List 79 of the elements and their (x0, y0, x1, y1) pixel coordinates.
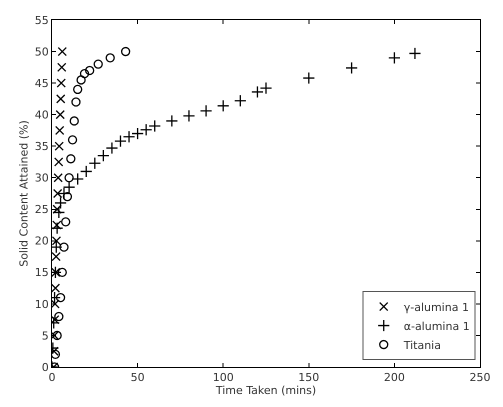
point (56, 292, 66, 302)
y-tick-label: 15 (34, 266, 49, 280)
point (55, 126, 64, 136)
point (62, 192, 72, 202)
x-axis-title: Time Taken (mins) (214, 384, 316, 398)
y-tick-label: 45 (34, 76, 49, 90)
point (52, 222, 64, 234)
x-tick-label: 50 (130, 371, 145, 384)
point (56, 78, 66, 88)
point (76, 75, 86, 85)
point (68, 135, 78, 145)
point (66, 154, 76, 164)
legend-label: Titania (402, 338, 441, 352)
point (56, 110, 65, 120)
y-tick-label: 30 (34, 172, 49, 185)
point (61, 217, 70, 227)
point (52, 299, 60, 309)
y-axis-title: Solid Content Attained (%) (17, 120, 30, 267)
point (85, 66, 94, 76)
point (52, 206, 66, 219)
point (122, 130, 136, 143)
point (166, 114, 178, 128)
y-tick-label: 50 (34, 45, 49, 58)
point (216, 100, 230, 112)
point (71, 97, 81, 107)
y-tick-label: 20 (34, 234, 49, 248)
point (200, 104, 212, 118)
point (59, 242, 69, 252)
y-tick-label: 0 (42, 360, 49, 374)
point (62, 180, 76, 194)
point (54, 173, 63, 182)
point (54, 196, 67, 210)
point (148, 120, 161, 132)
point (345, 62, 358, 74)
point (80, 68, 90, 78)
point (52, 330, 62, 340)
point (52, 283, 60, 293)
point (58, 46, 67, 56)
x-tick-label: 200 (384, 371, 405, 384)
point (251, 86, 264, 98)
point (52, 252, 61, 262)
point (106, 142, 118, 154)
point (260, 82, 272, 94)
point (73, 84, 82, 94)
point (302, 72, 316, 84)
point (57, 62, 66, 72)
point (54, 312, 64, 322)
y-tick-label: 25 (34, 203, 49, 216)
point (234, 94, 247, 108)
point (120, 46, 130, 56)
point (140, 124, 152, 136)
legend-label: α-alumina 1 (404, 320, 470, 333)
point (54, 157, 64, 167)
point (388, 52, 401, 64)
y-tick-label: 5 (42, 329, 49, 342)
x-tick-label: 250 (470, 371, 490, 384)
point (52, 350, 60, 360)
point (88, 156, 102, 170)
point (182, 110, 196, 122)
y-tick-label: 10 (34, 298, 49, 311)
point (71, 172, 84, 186)
point (54, 142, 64, 151)
point (64, 173, 74, 182)
point (106, 53, 115, 62)
y-tick-label: 55 (34, 14, 49, 27)
legend-label: γ-alumina 1 (404, 300, 469, 314)
point (97, 149, 110, 162)
point (408, 47, 422, 60)
y-tick-label: 35 (34, 140, 49, 154)
point (94, 60, 103, 69)
point (131, 127, 144, 140)
point (58, 268, 67, 278)
point (114, 134, 127, 148)
point (80, 165, 92, 178)
y-tick-label: 40 (34, 108, 49, 122)
x-tick-label: 100 (212, 371, 234, 384)
point (70, 116, 79, 126)
point (56, 94, 66, 104)
x-tick-label: 150 (298, 371, 320, 384)
